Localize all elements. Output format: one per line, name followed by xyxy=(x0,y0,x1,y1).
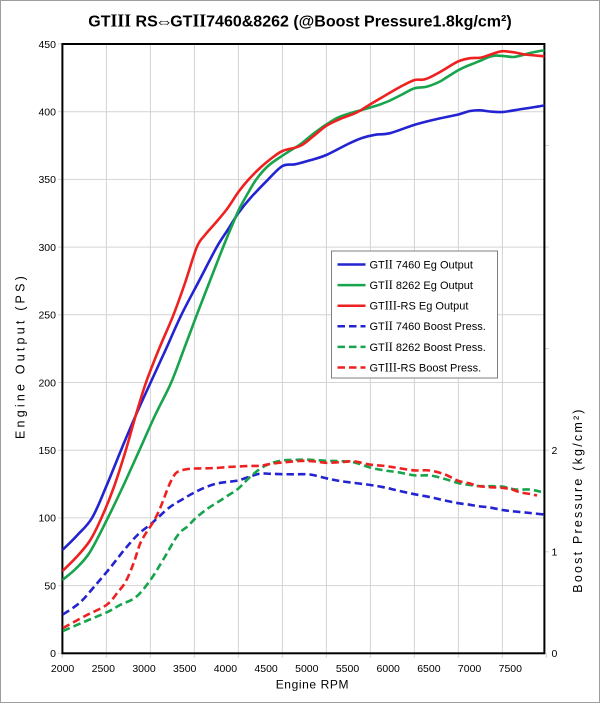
svg-text:0: 0 xyxy=(552,648,558,660)
svg-text:GTIII-RS Eg Output: GTIII-RS Eg Output xyxy=(370,299,469,313)
svg-text:400: 400 xyxy=(38,107,56,119)
svg-text:7500: 7500 xyxy=(499,663,523,675)
svg-text:50: 50 xyxy=(44,580,56,592)
svg-text:300: 300 xyxy=(38,242,56,254)
svg-text:5000: 5000 xyxy=(295,663,319,675)
svg-text:200: 200 xyxy=(38,377,56,389)
svg-text:100: 100 xyxy=(38,513,56,525)
svg-text:350: 350 xyxy=(38,174,56,186)
svg-text:250: 250 xyxy=(38,310,56,322)
svg-text:7000: 7000 xyxy=(458,663,482,675)
svg-text:3000: 3000 xyxy=(132,663,156,675)
svg-text:1: 1 xyxy=(552,547,558,559)
svg-text:Engine RPM: Engine RPM xyxy=(276,678,349,692)
svg-text:0: 0 xyxy=(50,648,56,660)
svg-text:150: 150 xyxy=(38,445,56,457)
svg-text:4000: 4000 xyxy=(214,663,238,675)
svg-text:5500: 5500 xyxy=(336,663,360,675)
svg-text:GTIII-RS Boost Press.: GTIII-RS Boost Press. xyxy=(370,360,482,374)
svg-text:GTII 7460 Eg Output: GTII 7460 Eg Output xyxy=(370,257,473,271)
svg-text:4500: 4500 xyxy=(254,663,278,675)
svg-text:GTII 8262 Eg Output: GTII 8262 Eg Output xyxy=(370,278,473,292)
svg-text:2: 2 xyxy=(552,445,558,457)
svg-text:Boost Pressure (kg/cm²): Boost Pressure (kg/cm²) xyxy=(571,407,585,592)
svg-text:GTII 7460 Boost Press.: GTII 7460 Boost Press. xyxy=(370,319,486,333)
svg-text:GTIII RS⇔GTII7460&8262 (@Boost: GTIII RS⇔GTII7460&8262 (@Boost Pressure1… xyxy=(88,11,511,32)
svg-text:2000: 2000 xyxy=(51,663,75,675)
svg-text:6500: 6500 xyxy=(417,663,441,675)
svg-text:GTII 8262 Boost Press.: GTII 8262 Boost Press. xyxy=(370,340,486,354)
svg-text:3500: 3500 xyxy=(173,663,197,675)
svg-text:Engine Output (PS): Engine Output (PS) xyxy=(14,273,28,439)
svg-text:6000: 6000 xyxy=(377,663,401,675)
svg-text:2500: 2500 xyxy=(92,663,116,675)
svg-text:450: 450 xyxy=(38,39,56,51)
